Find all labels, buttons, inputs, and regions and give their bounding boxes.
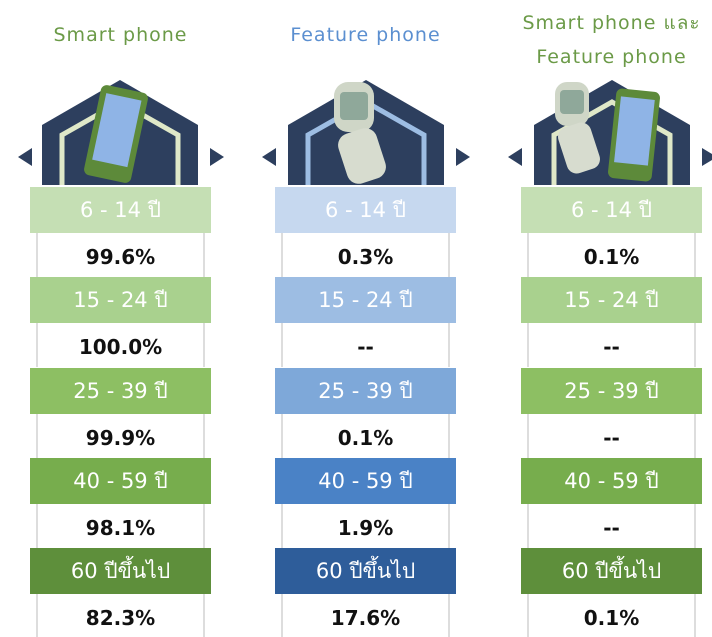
age-band: 40 - 59 ปี xyxy=(521,458,702,504)
value-cell: 82.3% xyxy=(36,594,205,637)
value-cell: -- xyxy=(527,323,696,367)
value-cell: 0.3% xyxy=(281,233,450,277)
age-band: 40 - 59 ปี xyxy=(275,458,456,504)
value-cell: 98.1% xyxy=(36,504,205,548)
age-band: 60 ปีขึ้นไป xyxy=(275,548,456,594)
age-band: 15 - 24 ปี xyxy=(275,277,456,323)
value-cell: -- xyxy=(281,323,450,367)
column-title: Smart phone xyxy=(10,24,231,46)
value-cell: 0.1% xyxy=(527,594,696,637)
age-band: 25 - 39 ปี xyxy=(275,368,456,414)
age-band: 6 - 14 ปี xyxy=(30,187,211,233)
age-band: 25 - 39 ปี xyxy=(30,368,211,414)
column-title: Feature phone xyxy=(255,24,476,46)
age-band: 40 - 59 ปี xyxy=(30,458,211,504)
age-band: 15 - 24 ปี xyxy=(521,277,702,323)
column-title: Smart phone และ xyxy=(501,8,712,38)
value-cell: 17.6% xyxy=(281,594,450,637)
icon-smartphone xyxy=(18,80,224,185)
value-cell: -- xyxy=(527,504,696,548)
value-cell: -- xyxy=(527,414,696,458)
age-band: 60 ปีขึ้นไป xyxy=(521,548,702,594)
column-title: Feature phone xyxy=(501,46,712,68)
age-band: 15 - 24 ปี xyxy=(30,277,211,323)
value-cell: 0.1% xyxy=(281,414,450,458)
value-cell: 99.9% xyxy=(36,414,205,458)
age-band: 60 ปีขึ้นไป xyxy=(30,548,211,594)
age-band: 25 - 39 ปี xyxy=(521,368,702,414)
age-band: 6 - 14 ปี xyxy=(275,187,456,233)
value-cell: 100.0% xyxy=(36,323,205,367)
age-band: 6 - 14 ปี xyxy=(521,187,702,233)
icon-feature-phone xyxy=(262,80,470,187)
value-cell: 99.6% xyxy=(36,233,205,277)
value-cell: 1.9% xyxy=(281,504,450,548)
value-cell: 0.1% xyxy=(527,233,696,277)
icon-both xyxy=(508,80,712,185)
infographic: Smart phone6 - 14 ปี99.6%15 - 24 ปี100.0… xyxy=(0,0,712,637)
